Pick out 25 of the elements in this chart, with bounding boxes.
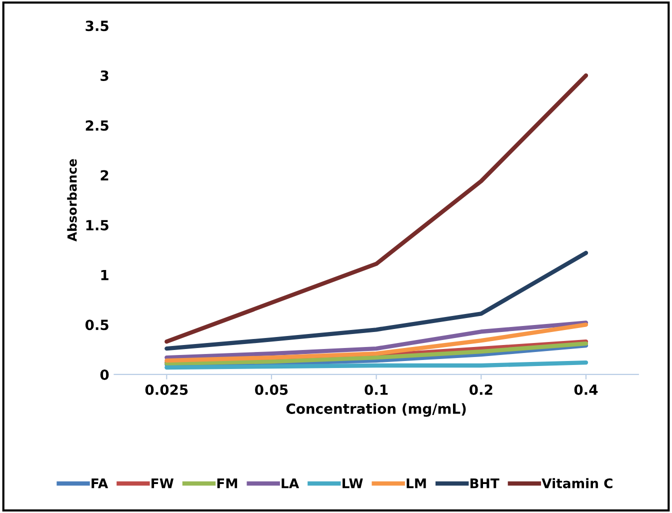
legend-label: LW <box>342 478 363 488</box>
y-tick-label: 2.5 <box>86 120 108 131</box>
y-tick-label: 1.5 <box>86 220 108 230</box>
x-tick-label: 0.025 <box>145 384 188 395</box>
y-tick-label: 3 <box>100 70 108 81</box>
y-tick-label: 0.5 <box>85 320 108 330</box>
line-series <box>164 250 588 351</box>
legend-label: LA <box>282 478 300 488</box>
y-tick-label: 2 <box>100 170 108 180</box>
x-tick-label: 0.05 <box>255 384 288 395</box>
legend-label: FA <box>92 478 108 488</box>
y-axis-title: Absorbance <box>67 159 77 242</box>
y-tick-label: 3.5 <box>86 20 108 32</box>
x-tick-label: 0.1 <box>364 384 388 395</box>
legend-label: LM <box>406 478 426 488</box>
y-tick-label: 1 <box>101 270 108 280</box>
legend-label: Vitamin C <box>542 478 612 488</box>
legend-label: BHT <box>470 478 500 488</box>
x-tick-label: 0.2 <box>470 384 492 395</box>
x-axis-title: Concentration (mg/mL) <box>286 403 466 417</box>
legend-label: FW <box>152 478 174 488</box>
legend-label: FM <box>217 478 238 488</box>
x-tick-label: 0.4 <box>574 384 598 395</box>
y-tick-label: 0 <box>100 369 109 380</box>
line-series <box>164 73 588 344</box>
